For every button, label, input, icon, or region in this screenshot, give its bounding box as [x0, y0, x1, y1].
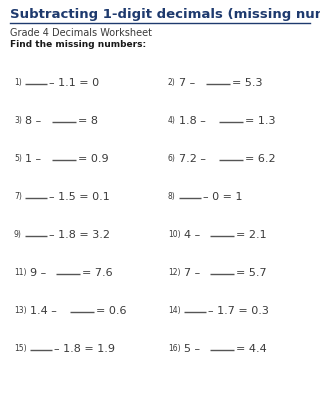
Text: = 8: = 8 [78, 116, 98, 126]
Text: – 1.7 = 0.3: – 1.7 = 0.3 [208, 305, 268, 315]
Text: 11): 11) [14, 267, 27, 276]
Text: 4): 4) [168, 116, 176, 125]
Text: Find the missing numbers:: Find the missing numbers: [10, 40, 146, 49]
Text: – 1.8 = 1.9: – 1.8 = 1.9 [54, 343, 115, 353]
Text: 9 –: 9 – [30, 267, 50, 277]
Text: 7 –: 7 – [184, 267, 204, 277]
Text: 6): 6) [168, 154, 176, 163]
Text: 7 –: 7 – [179, 78, 199, 88]
Text: – 1.1 = 0: – 1.1 = 0 [49, 78, 99, 88]
Text: = 2.1: = 2.1 [236, 230, 267, 240]
Text: = 0.6: = 0.6 [96, 305, 126, 315]
Text: 3): 3) [14, 116, 22, 125]
Text: 14): 14) [168, 305, 180, 314]
Text: 1.4 –: 1.4 – [30, 305, 60, 315]
Text: 12): 12) [168, 267, 180, 276]
Text: – 0 = 1: – 0 = 1 [203, 192, 243, 202]
Text: – 1.8 = 3.2: – 1.8 = 3.2 [49, 230, 110, 240]
Text: = 6.2: = 6.2 [245, 154, 276, 164]
Text: 2): 2) [168, 78, 176, 87]
Text: = 5.3: = 5.3 [232, 78, 262, 88]
Text: 7.2 –: 7.2 – [179, 154, 210, 164]
Text: 9): 9) [14, 230, 22, 238]
Text: = 7.6: = 7.6 [83, 267, 113, 277]
Text: 1 –: 1 – [25, 154, 45, 164]
Text: 16): 16) [168, 343, 180, 352]
Text: Subtracting 1-digit decimals (missing number): Subtracting 1-digit decimals (missing nu… [10, 8, 320, 21]
Text: = 0.9: = 0.9 [78, 154, 108, 164]
Text: 1.8 –: 1.8 – [179, 116, 210, 126]
Text: 5 –: 5 – [184, 343, 204, 353]
Text: 8 –: 8 – [25, 116, 45, 126]
Text: 5): 5) [14, 154, 22, 163]
Text: 13): 13) [14, 305, 27, 314]
Text: 4 –: 4 – [184, 230, 204, 240]
Text: 15): 15) [14, 343, 27, 352]
Text: 10): 10) [168, 230, 180, 238]
Text: = 1.3: = 1.3 [245, 116, 276, 126]
Text: 8): 8) [168, 192, 176, 201]
Text: 1): 1) [14, 78, 22, 87]
Text: = 4.4: = 4.4 [236, 343, 267, 353]
Text: – 1.5 = 0.1: – 1.5 = 0.1 [49, 192, 110, 202]
Text: = 5.7: = 5.7 [236, 267, 267, 277]
Text: 7): 7) [14, 192, 22, 201]
Text: Grade 4 Decimals Worksheet: Grade 4 Decimals Worksheet [10, 28, 152, 38]
